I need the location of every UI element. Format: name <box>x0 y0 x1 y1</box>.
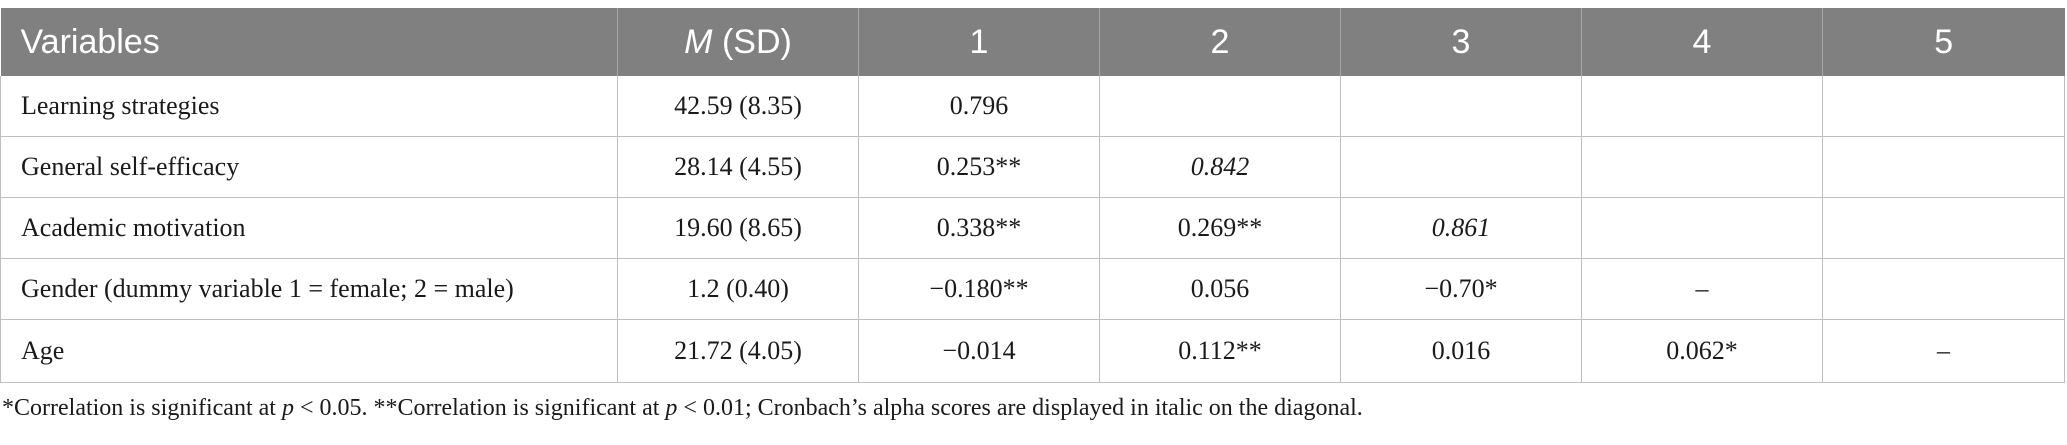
cell-col-3-alpha: 0.861 <box>1340 197 1582 259</box>
row-label: Age <box>0 319 618 383</box>
cell-mean-sd: 1.2 (0.40) <box>617 258 859 320</box>
cell-col-4 <box>1581 136 1823 198</box>
cell-col-4: 0.062* <box>1581 319 1823 383</box>
cell-col-3 <box>1340 136 1582 198</box>
header-sd-part: (SD) <box>712 22 792 61</box>
row-label: Academic motivation <box>0 197 618 259</box>
table-row: General self-efficacy 28.14 (4.55) 0.253… <box>0 136 2065 198</box>
cell-col-4: – <box>1581 258 1823 320</box>
cell-col-5: – <box>1822 319 2065 383</box>
footnote-part-3: < 0.01; Cronbach’s alpha scores are disp… <box>677 395 1363 421</box>
cell-col-1: 0.338** <box>858 197 1100 259</box>
footnote-part-2: < 0.05. **Correlation is significant at <box>293 395 666 421</box>
header-variables: Variables <box>0 8 618 76</box>
header-col-1: 1 <box>858 8 1100 76</box>
cell-col-1: −0.180** <box>858 258 1100 320</box>
correlation-table: Variables M (SD) 1 2 3 4 5 Learning stra… <box>0 8 2065 383</box>
footnote-p-2: p <box>665 395 678 421</box>
cell-col-5 <box>1822 197 2065 259</box>
cell-col-1: 0.796 <box>858 76 1100 137</box>
header-m-letter: M <box>684 22 713 61</box>
cell-col-2: 0.056 <box>1099 258 1341 320</box>
cell-col-2 <box>1099 76 1341 137</box>
table-row: Learning strategies 42.59 (8.35) 0.796 <box>0 76 2065 137</box>
cell-col-5 <box>1822 76 2065 137</box>
table-row: Academic motivation 19.60 (8.65) 0.338**… <box>0 197 2065 259</box>
cell-mean-sd: 42.59 (8.35) <box>617 76 859 137</box>
cell-col-2: 0.112** <box>1099 319 1341 383</box>
table-footnote: *Correlation is significant at p < 0.05.… <box>2 395 1363 422</box>
header-mean-sd: M (SD) <box>617 8 859 76</box>
header-row: Variables M (SD) 1 2 3 4 5 <box>0 8 2065 76</box>
table-row: Age 21.72 (4.05) −0.014 0.112** 0.016 0.… <box>0 319 2065 383</box>
cell-col-5 <box>1822 136 2065 198</box>
header-col-5: 5 <box>1822 8 2065 76</box>
table-row: Gender (dummy variable 1 = female; 2 = m… <box>0 258 2065 320</box>
cell-col-5 <box>1822 258 2065 320</box>
header-col-2: 2 <box>1099 8 1341 76</box>
row-label: General self-efficacy <box>0 136 618 198</box>
cell-mean-sd: 28.14 (4.55) <box>617 136 859 198</box>
header-col-3: 3 <box>1340 8 1582 76</box>
cell-mean-sd: 19.60 (8.65) <box>617 197 859 259</box>
correlation-table-container: Variables M (SD) 1 2 3 4 5 Learning stra… <box>0 8 2067 383</box>
cell-col-2-alpha: 0.842 <box>1099 136 1341 198</box>
cell-col-1: −0.014 <box>858 319 1100 383</box>
cell-col-3: 0.016 <box>1340 319 1582 383</box>
header-col-4: 4 <box>1581 8 1823 76</box>
cell-col-1: 0.253** <box>858 136 1100 198</box>
cell-col-3: −0.70* <box>1340 258 1582 320</box>
row-label: Learning strategies <box>0 76 618 137</box>
footnote-part-1: *Correlation is significant at <box>2 395 282 421</box>
cell-mean-sd: 21.72 (4.05) <box>617 319 859 383</box>
cell-col-3 <box>1340 76 1582 137</box>
row-label: Gender (dummy variable 1 = female; 2 = m… <box>0 258 618 320</box>
cell-col-4 <box>1581 197 1823 259</box>
cell-col-4 <box>1581 76 1823 137</box>
cell-col-2: 0.269** <box>1099 197 1341 259</box>
footnote-p-1: p <box>281 395 294 421</box>
